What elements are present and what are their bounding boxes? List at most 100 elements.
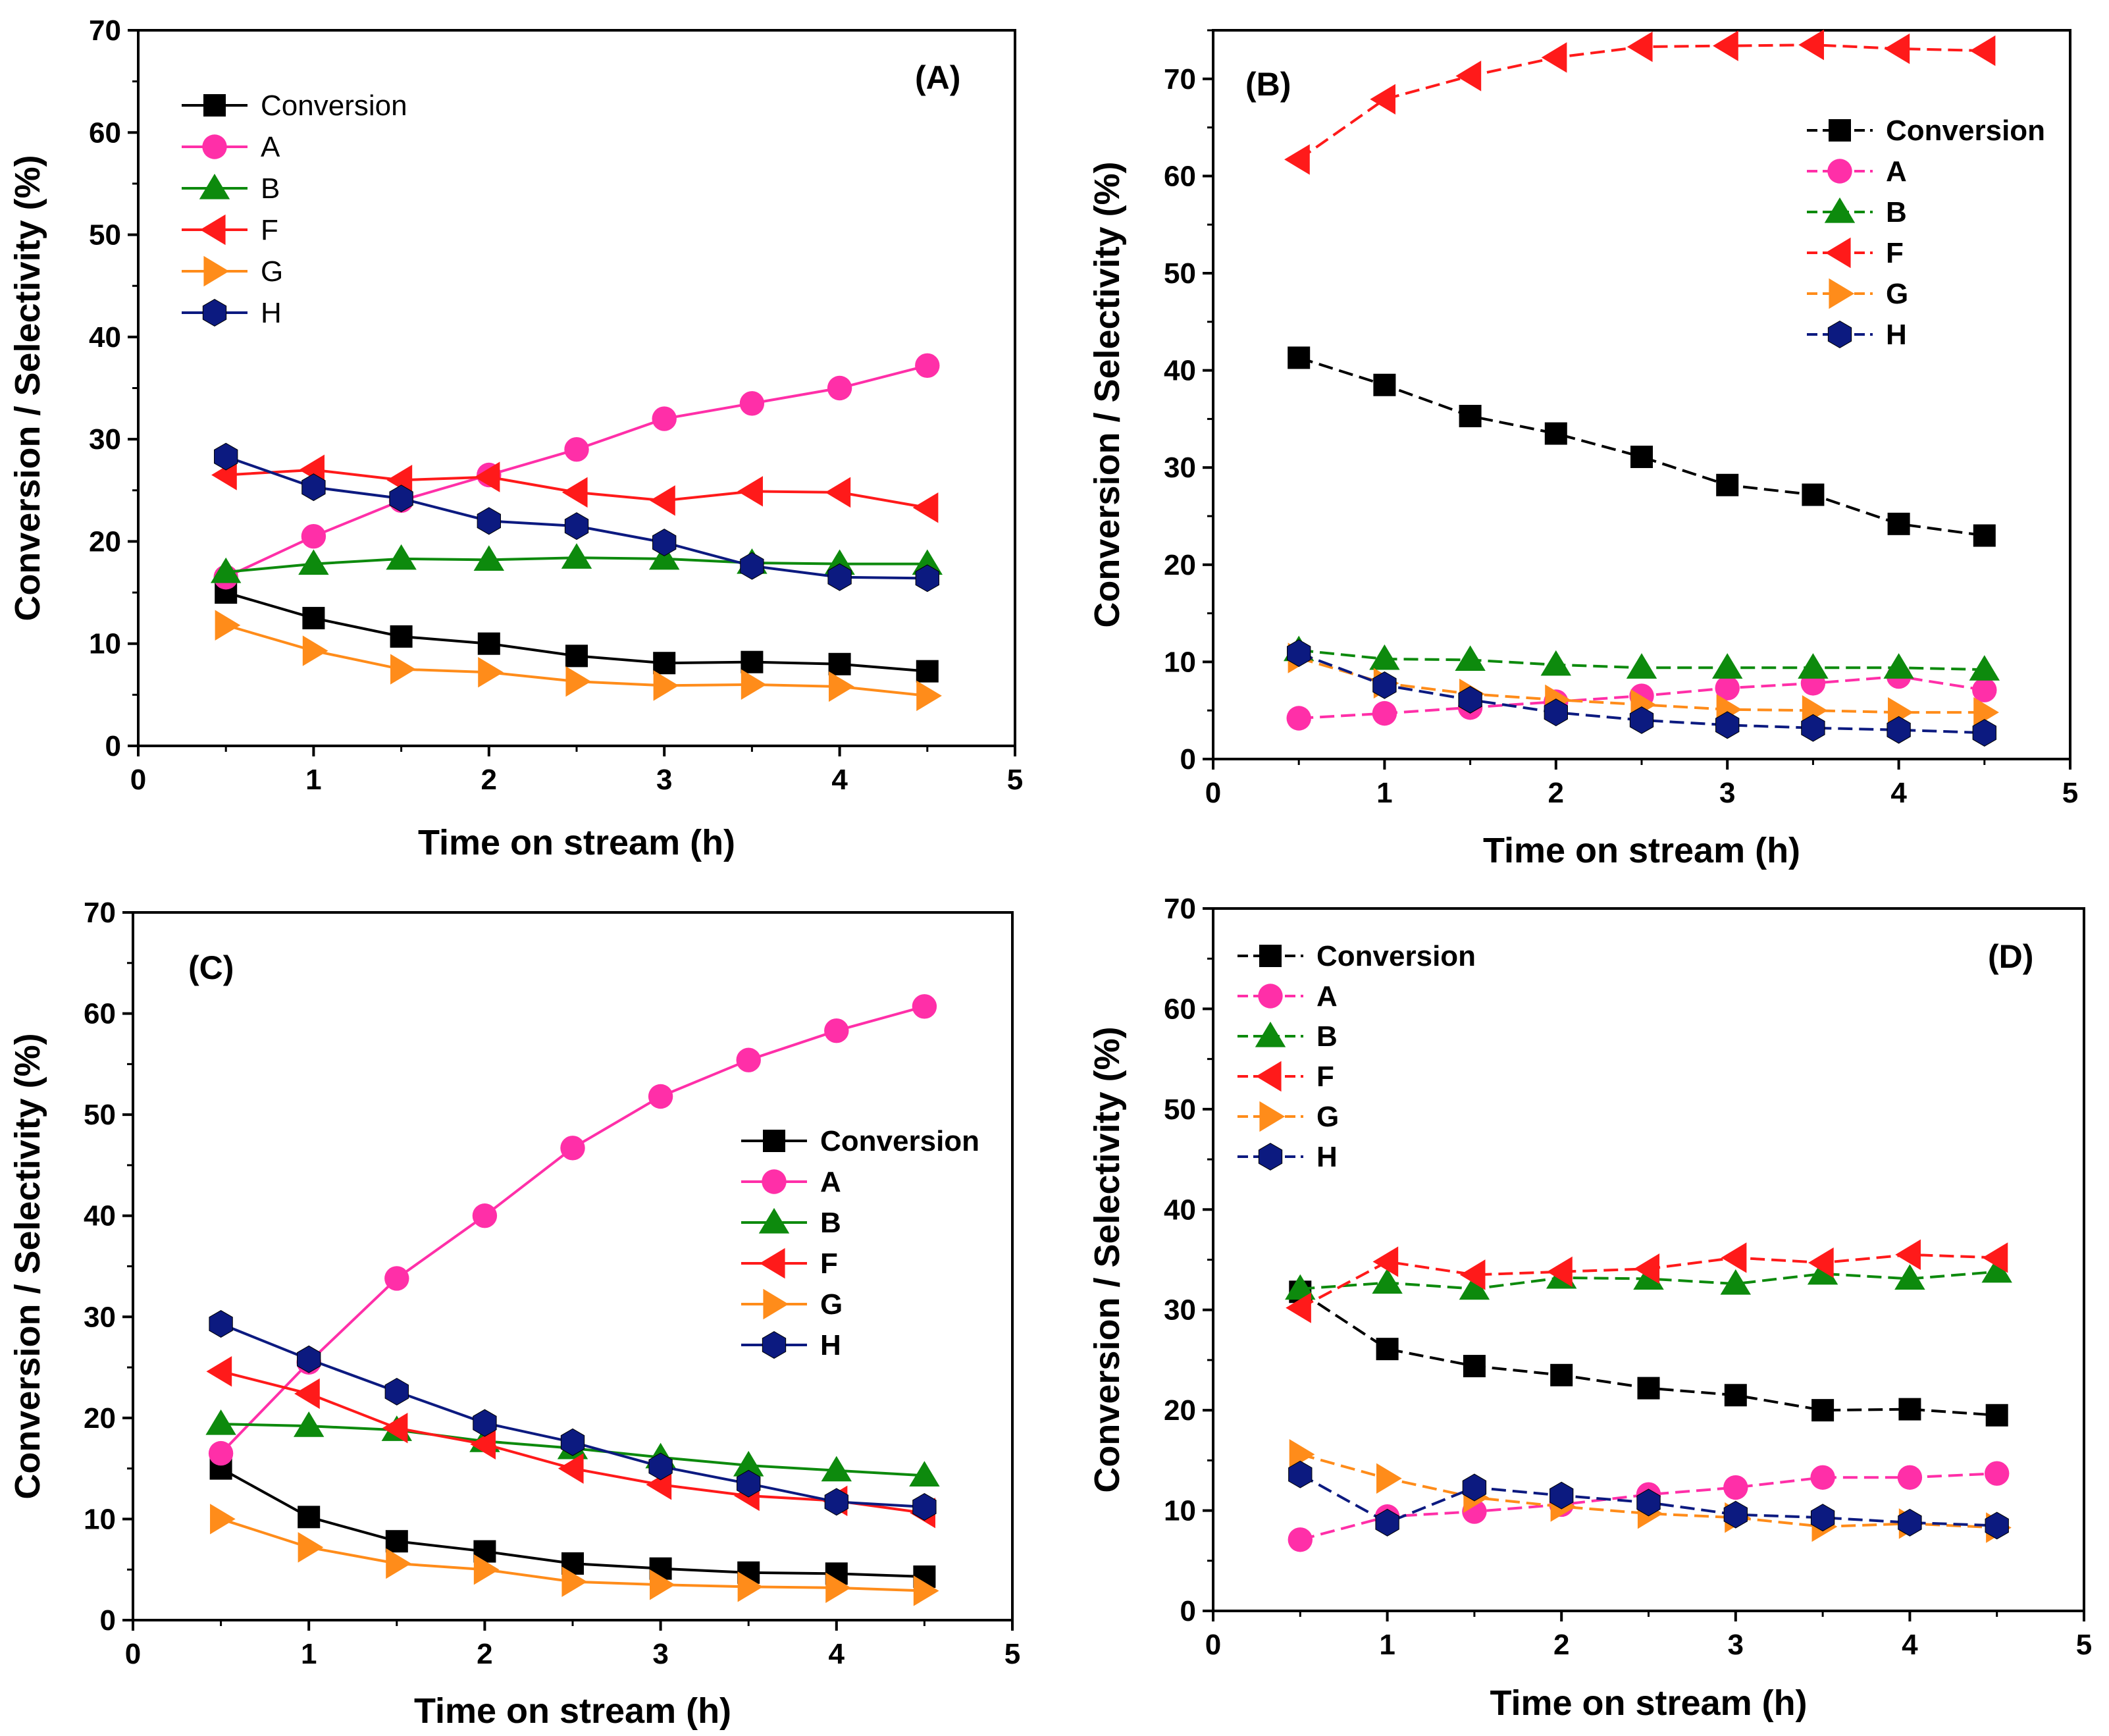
panel-a-series-h-point <box>652 529 677 556</box>
panel-c-series-a-point <box>384 1266 409 1291</box>
panel-c-legend-conversion-label: Conversion <box>820 1125 979 1157</box>
panel-d-series-a-point <box>1723 1475 1748 1500</box>
panel-b-legend-g-label: G <box>1886 278 1908 310</box>
panel-c-series-a-point <box>912 994 937 1019</box>
panel-b-legend-h-label: H <box>1886 319 1907 351</box>
panel-c-series-f-point <box>558 1453 584 1484</box>
panel-a-legend-conversion-marker <box>203 94 226 117</box>
panel-c-x-tick-label: 3 <box>652 1638 668 1670</box>
panel-a-x-tick-label: 5 <box>1007 764 1023 796</box>
panel-b-y-tick-label: 0 <box>1180 743 1196 776</box>
panel-a-series-g-point <box>215 610 241 641</box>
panel-c-y-tick-label: 40 <box>84 1200 116 1232</box>
panel-b-series-conversion-point <box>1630 445 1653 468</box>
panel-d-legend-h-marker <box>1258 1143 1283 1170</box>
panel-d-y-axis-title: Conversion / Selectivity (%) <box>1087 1026 1127 1492</box>
panel-c-label: (C) <box>188 949 234 986</box>
panel-a-x-axis-title: Time on stream (h) <box>418 823 735 862</box>
panel-b-series-f-line <box>1298 43 1985 161</box>
panel-b-series-conversion-point <box>1973 524 1996 547</box>
panel-b-series-a-point <box>1972 677 1997 702</box>
panel-d-series-a-point <box>1288 1527 1313 1552</box>
panel-b-label: (B) <box>1245 66 1291 103</box>
panel-a-series-b-point <box>210 557 242 583</box>
panel-b-y-tick-label: 30 <box>1164 452 1196 484</box>
panel-c-y-tick-label: 70 <box>84 897 116 929</box>
panel-c-series-f-point <box>382 1413 408 1444</box>
panel-b-y-tick-label: 70 <box>1164 63 1196 95</box>
panel-c-series-h-line <box>220 1323 925 1508</box>
panel-d-series-h-point <box>1636 1488 1661 1517</box>
panel-d-series-conversion-point <box>1376 1338 1399 1361</box>
panel-b-x-tick-label: 0 <box>1205 777 1221 809</box>
panel-c-series-a-point <box>648 1084 673 1109</box>
panel-a-x-tick-label: 0 <box>130 764 146 796</box>
panel-c-series-g-point <box>473 1554 500 1585</box>
panel-d-x-tick-label: 2 <box>1553 1629 1569 1661</box>
panel-a-legend-g-label: G <box>261 255 283 288</box>
panel-d-series-g-point <box>1376 1463 1402 1494</box>
panel-a-series-a-point <box>915 353 940 379</box>
panel-b-series-h-point <box>1801 714 1825 742</box>
panel-b-y-tick-label: 40 <box>1164 355 1196 387</box>
panel-c-series-f-point <box>470 1429 496 1460</box>
panel-d-series-conversion-point <box>1463 1355 1486 1378</box>
panel-d-x-tick-label: 1 <box>1379 1629 1395 1661</box>
panel-c-series-g-point <box>386 1548 411 1579</box>
panel-c-x-tick-label: 4 <box>829 1638 845 1670</box>
panel-b-series-f-point <box>1969 35 1996 66</box>
panel-a-series-h-point <box>477 507 501 535</box>
panel-b-y-tick-label: 10 <box>1164 646 1196 678</box>
panel-b-x-tick-label: 1 <box>1376 777 1392 809</box>
panel-d-series-f-point <box>1547 1256 1573 1287</box>
panel-a-series-b-point <box>386 544 417 570</box>
panel-b-x-tick-label: 3 <box>1719 777 1735 809</box>
panel-c-series-f-point <box>294 1378 320 1409</box>
panel-b-series-b-point <box>1455 645 1486 671</box>
panel-a-y-tick-label: 0 <box>105 730 121 762</box>
panel-c-series-g-point <box>913 1575 939 1606</box>
panel-a-series-conversion-point <box>828 652 851 675</box>
panel-a-y-tick-label: 20 <box>89 525 121 558</box>
panel-c-legend-h-label: H <box>820 1329 841 1361</box>
panel-a-series-g-point <box>916 680 942 712</box>
panel-d-y-tick-label: 30 <box>1164 1294 1196 1327</box>
panel-b-x-tick-label: 5 <box>2062 777 2078 809</box>
panel-d-x-tick-label: 4 <box>1902 1629 1918 1661</box>
panel-c-x-tick-label: 2 <box>477 1638 492 1670</box>
panel-c-series-h-point <box>384 1377 409 1406</box>
panel-b-series-h-point <box>1287 639 1311 668</box>
panel-a-series-b-point <box>648 544 680 570</box>
panel-c-series-a-line <box>220 1005 925 1454</box>
panel-b-legend-f-marker <box>1825 237 1851 269</box>
panel-a-legend-f-label: F <box>261 214 278 246</box>
panel-b-series-f-point <box>1455 61 1482 92</box>
panel-a-series-conversion-point <box>741 650 764 673</box>
panel-d-series-f-point <box>1808 1247 1834 1278</box>
panel-d-series-a-point <box>1897 1465 1923 1490</box>
panel-b-series-h-point <box>1887 716 1911 744</box>
panel-c-legend-g-label: G <box>820 1288 843 1321</box>
panel-d-x-tick-label: 0 <box>1205 1629 1221 1661</box>
panel-b-series-g-point <box>1973 697 1999 728</box>
panel-c-series-h-point <box>297 1345 321 1373</box>
panel-c-legend-a-marker <box>762 1169 787 1194</box>
panel-c-y-tick-label: 20 <box>84 1402 116 1434</box>
panel-d-legend-a-label: A <box>1316 980 1338 1013</box>
panel-a-x-tick-label: 1 <box>305 764 321 796</box>
panel-a-series-h-point <box>915 564 939 592</box>
panel-b-x-tick-label: 2 <box>1548 777 1564 809</box>
panel-b-series-conversion-point <box>1802 483 1825 506</box>
panel-a-series-f-point <box>825 477 851 508</box>
panel-b-legend-b-marker <box>1824 197 1856 223</box>
panel-d-y-tick-label: 20 <box>1164 1394 1196 1427</box>
panel-d-series-b-point <box>1285 1274 1316 1300</box>
panel-a-series-a-point <box>652 406 677 431</box>
panel-a-y-axis-title: Conversion / Selectivity (%) <box>8 155 47 621</box>
panel-a-series-h-point <box>827 563 852 591</box>
panel-a-series-f-point <box>561 477 588 508</box>
panel-b-series-h-point <box>1372 671 1397 699</box>
panel-d-series-b-point <box>1459 1274 1490 1300</box>
